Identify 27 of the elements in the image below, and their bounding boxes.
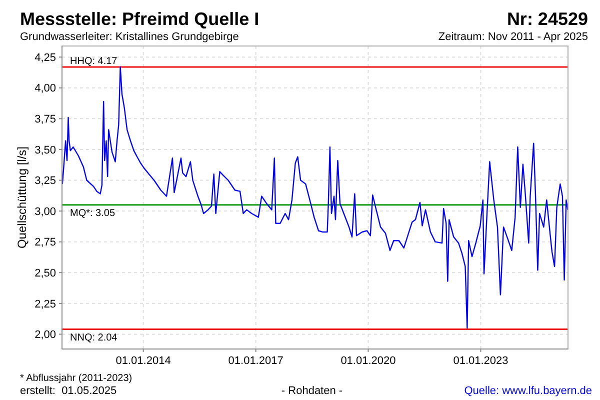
x-tick-label: 01.01.2017 [228, 355, 284, 367]
text: * Abflussjahr (2011-2023) [20, 373, 132, 384]
y-tick-label: 2,00 [34, 329, 56, 342]
y-axis-title: Quellschüttung [l/s] [15, 146, 29, 249]
y-tick-label: 4,25 [34, 52, 56, 64]
y-tick-label: 2,50 [34, 267, 56, 280]
chart-subtitle: Grundwasserleiter: Kristallines Grundgebirge [20, 31, 239, 43]
x-tick-label: 01.01.2020 [340, 355, 396, 367]
ref-line-label: HHQ: 4.17 [70, 56, 118, 67]
line-series [62, 66, 568, 329]
ref-line-label: MQ*: 3.05 [70, 208, 116, 219]
y-tick-label: 3,50 [34, 144, 56, 156]
y-tick-label: 2,75 [34, 236, 56, 249]
x-tick-label: 01.01.2023 [453, 355, 508, 367]
text: erstellt: 01.05.2025 [20, 385, 117, 397]
source-note: Quelle: www.lfu.bayern.de [464, 385, 592, 397]
y-tick-label: 3,25 [34, 175, 56, 188]
y-tick-label: 4,00 [34, 82, 56, 95]
text: Zeitraum: Nov 2011 - Apr 2025 [438, 31, 588, 43]
y-tick-label: 3,00 [34, 206, 56, 218]
text: Nr: 24529 [506, 9, 588, 29]
x-tick-label: 01.01.2014 [116, 355, 171, 367]
ref-line-label: NNQ: 2.04 [70, 332, 118, 344]
text: - Rohdaten - [281, 385, 343, 397]
y-tick-label: 2,25 [34, 298, 56, 310]
y-tick-label: 3,75 [34, 114, 56, 126]
chart-title: Messstelle: Pfreimd Quelle I [20, 9, 260, 29]
